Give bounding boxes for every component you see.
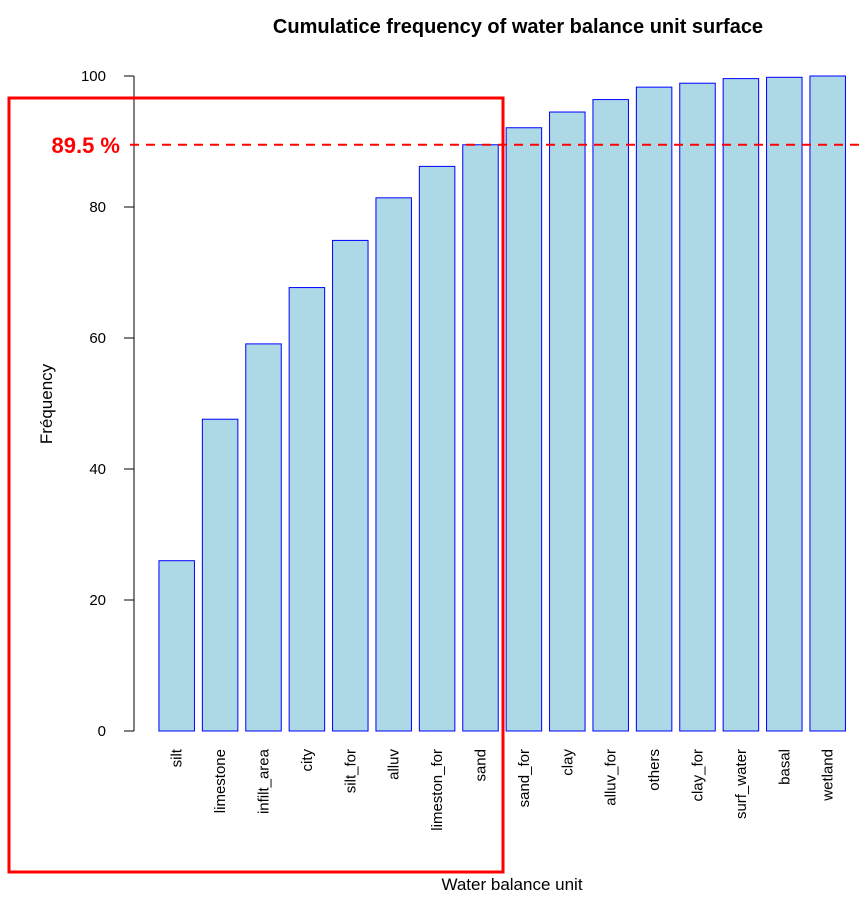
- bar-others: [635, 86, 673, 732]
- x-tick-label: clay: [559, 749, 576, 776]
- bar-clay: [549, 111, 586, 732]
- bar-sand: [462, 144, 499, 732]
- y-tick-label: 80: [89, 199, 106, 216]
- x-tick-labels: silt limestone infilt_area city silt_for allu…: [169, 748, 837, 831]
- bar-basal: [766, 76, 803, 732]
- y-tick-label: 20: [89, 592, 106, 609]
- bar-alluv: [375, 197, 412, 732]
- x-tick-label: others: [646, 749, 663, 791]
- y-tick-label: 0: [98, 723, 106, 740]
- y-tick-label: 60: [89, 330, 106, 347]
- bar-limeston_for: [418, 165, 456, 732]
- y-tick-label: 100: [81, 68, 106, 85]
- x-tick-label: surf_water: [733, 749, 750, 819]
- x-tick-label: alluv: [386, 749, 403, 780]
- bar-silt: [158, 560, 195, 732]
- x-tick-label: sand: [473, 749, 490, 782]
- bars: [158, 75, 846, 732]
- bar-clay_for: [679, 82, 716, 732]
- x-tick-label: infilt_area: [256, 748, 273, 814]
- y-axis: 0 20 40 60 80 100: [81, 68, 135, 740]
- x-tick-label: wetland: [820, 749, 837, 802]
- bar-silt_for: [332, 239, 369, 732]
- x-tick-label: clay_for: [690, 749, 707, 802]
- chart-title: Cumulatice frequency of water balance un…: [273, 16, 763, 38]
- bar-city: [288, 287, 326, 732]
- y-axis-label: Fréquency: [37, 363, 56, 444]
- bar-sand_for: [505, 127, 543, 732]
- x-tick-label: limestone: [212, 749, 229, 813]
- x-tick-label: silt_for: [342, 749, 359, 793]
- bar-limestone: [201, 418, 239, 732]
- bar-alluv_for: [592, 99, 629, 732]
- reference-line-label: 89.5 %: [52, 133, 121, 158]
- x-tick-label: alluv_for: [603, 749, 620, 806]
- x-tick-label: city: [299, 749, 316, 772]
- x-tick-label: silt: [169, 748, 186, 767]
- highlight-box: [7, 96, 505, 874]
- x-axis-label: Water balance unit: [441, 875, 582, 894]
- bar-wetland: [809, 75, 846, 732]
- x-tick-label: basal: [776, 749, 793, 785]
- x-tick-label: limeston_for: [429, 749, 446, 831]
- y-tick-label: 40: [89, 461, 106, 478]
- bar-surf_water: [722, 78, 760, 732]
- x-tick-label: sand_for: [516, 749, 533, 807]
- bar-infilt_area: [245, 343, 282, 732]
